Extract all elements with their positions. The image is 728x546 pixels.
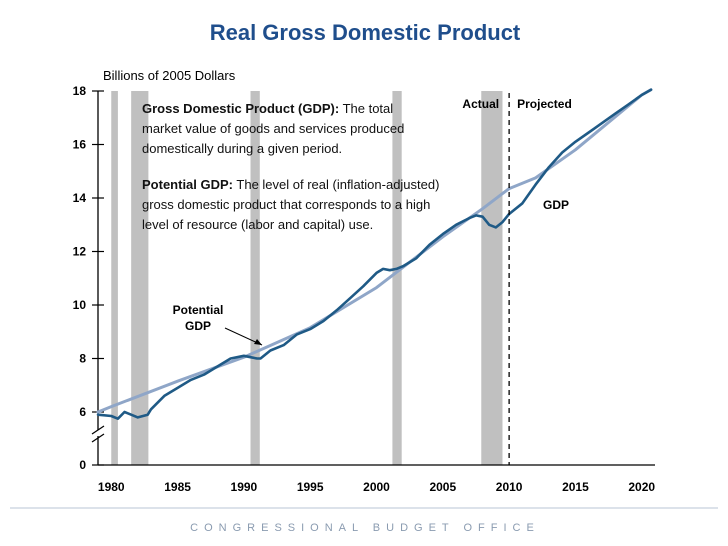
x-tick-label: 2020 <box>628 480 655 494</box>
potential-gdp-arrowhead <box>254 339 262 345</box>
y-tick-label: 0 <box>79 458 86 472</box>
recession-bar <box>111 91 118 465</box>
tick-labels: 0 6 8 10 12 14 16 18 1980 1985 1990 1995 2000 2005 201… <box>73 84 656 494</box>
potential-definition-line-3: level of resource (labor and capital) us… <box>142 217 373 232</box>
gdp-series-label: GDP <box>543 198 569 212</box>
gdp-definition-line-2: market value of goods and services produ… <box>142 121 404 136</box>
actual-label: Actual <box>462 97 499 111</box>
x-tick-label: 2005 <box>429 480 456 494</box>
y-axis-unit-label: Billions of 2005 Dollars <box>103 68 236 83</box>
chart-title: Real Gross Domestic Product <box>210 20 521 45</box>
axis-break-mark <box>91 425 105 435</box>
y-tick-label: 8 <box>79 352 86 366</box>
potential-gdp-label-line-1: Potential <box>173 303 224 317</box>
potential-gdp-series-line <box>96 88 653 414</box>
potential-definition-term: Potential GDP: <box>142 177 233 192</box>
recession-bar <box>392 91 402 465</box>
y-tick-label: 6 <box>79 405 86 419</box>
x-tick-label: 1990 <box>231 480 258 494</box>
x-tick-label: 2000 <box>363 480 390 494</box>
y-tick-label: 14 <box>73 191 87 205</box>
gdp-series-line <box>96 88 653 421</box>
gdp-definition-line-3: domestically during a given period. <box>142 141 342 156</box>
gdp-definition-text: The total <box>339 101 393 116</box>
potential-definition-text: The level of real (inflation-adjusted) <box>233 177 439 192</box>
potential-definition-line-2: gross domestic product that corresponds … <box>142 197 430 212</box>
axes <box>91 90 655 466</box>
potential-definition-line-1: Potential GDP: The level of real (inflat… <box>142 177 439 192</box>
y-tick-label: 18 <box>73 84 87 98</box>
recession-bars <box>111 91 503 465</box>
x-tick-label: 1985 <box>164 480 191 494</box>
footer-agency: CONGRESSIONAL BUDGET OFFICE <box>190 522 540 534</box>
y-tick-label: 12 <box>73 245 87 259</box>
gdp-definition-term: Gross Domestic Product (GDP): <box>142 101 339 116</box>
series-lines <box>96 88 653 421</box>
gdp-definition-line-1: Gross Domestic Product (GDP): The total <box>142 101 393 116</box>
recession-bar <box>131 91 149 465</box>
x-tick-label: 1980 <box>98 480 125 494</box>
x-tick-label: 2010 <box>496 480 523 494</box>
axis-break-mark <box>91 433 105 443</box>
recession-bar <box>481 91 503 465</box>
recession-bar <box>250 91 260 465</box>
potential-gdp-label-line-2: GDP <box>185 319 211 333</box>
y-tick-label: 10 <box>73 298 87 312</box>
x-tick-label: 2015 <box>562 480 589 494</box>
x-tick-label: 1995 <box>297 480 324 494</box>
projected-label: Projected <box>517 97 572 111</box>
y-tick-label: 16 <box>73 138 87 152</box>
